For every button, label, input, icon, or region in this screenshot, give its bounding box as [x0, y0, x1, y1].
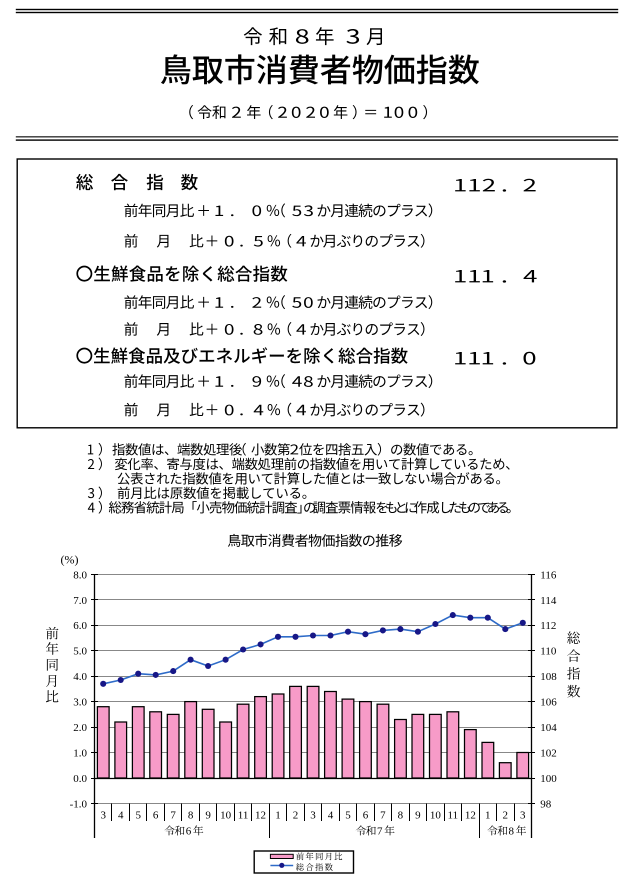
- svg-text:3: 3: [310, 810, 316, 822]
- svg-text:11: 11: [448, 810, 459, 822]
- svg-text:3: 3: [100, 810, 106, 822]
- svg-text:106: 106: [540, 697, 557, 709]
- svg-text:7.0: 7.0: [73, 595, 87, 607]
- svg-text:2: 2: [503, 810, 509, 822]
- svg-text:3.0: 3.0: [73, 697, 87, 709]
- svg-text:3: 3: [520, 810, 526, 822]
- svg-text:9: 9: [415, 810, 421, 822]
- svg-text:8.0: 8.0: [73, 569, 87, 581]
- svg-text:0.0: 0.0: [73, 773, 87, 785]
- svg-text:5: 5: [135, 810, 141, 822]
- svg-text:11: 11: [238, 810, 249, 822]
- svg-text:10: 10: [220, 810, 232, 822]
- svg-text:10: 10: [430, 810, 442, 822]
- svg-text:100: 100: [540, 773, 557, 785]
- svg-text:2.0: 2.0: [73, 722, 87, 734]
- svg-text:7: 7: [170, 810, 176, 822]
- svg-text:-1.0: -1.0: [70, 798, 88, 810]
- svg-text:110: 110: [540, 646, 557, 658]
- svg-text:8: 8: [398, 810, 404, 822]
- svg-text:4: 4: [118, 810, 124, 822]
- svg-text:(%): (%): [61, 553, 79, 567]
- svg-text:8: 8: [188, 810, 194, 822]
- svg-text:1: 1: [275, 810, 281, 822]
- svg-text:5: 5: [345, 810, 351, 822]
- svg-text:102: 102: [540, 747, 557, 759]
- svg-text:4: 4: [328, 810, 334, 822]
- svg-text:6.0: 6.0: [73, 620, 87, 632]
- svg-text:104: 104: [540, 722, 557, 734]
- svg-text:112: 112: [540, 620, 556, 632]
- svg-text:4.0: 4.0: [73, 671, 87, 683]
- svg-text:114: 114: [540, 595, 557, 607]
- svg-text:9: 9: [205, 810, 211, 822]
- svg-text:12: 12: [255, 810, 266, 822]
- svg-text:7: 7: [380, 810, 386, 822]
- svg-text:98: 98: [540, 798, 552, 810]
- svg-text:1: 1: [485, 810, 491, 822]
- svg-text:12: 12: [465, 810, 476, 822]
- svg-text:116: 116: [540, 569, 557, 581]
- svg-text:6: 6: [363, 810, 369, 822]
- svg-text:2: 2: [293, 810, 299, 822]
- svg-text:5.0: 5.0: [73, 646, 87, 658]
- svg-text:8: 8: [509, 826, 515, 838]
- svg-text:6: 6: [153, 810, 159, 822]
- svg-text:1.0: 1.0: [73, 747, 87, 759]
- svg-text:6: 6: [186, 826, 192, 838]
- svg-text:108: 108: [540, 671, 557, 683]
- svg-text:7: 7: [377, 826, 383, 838]
